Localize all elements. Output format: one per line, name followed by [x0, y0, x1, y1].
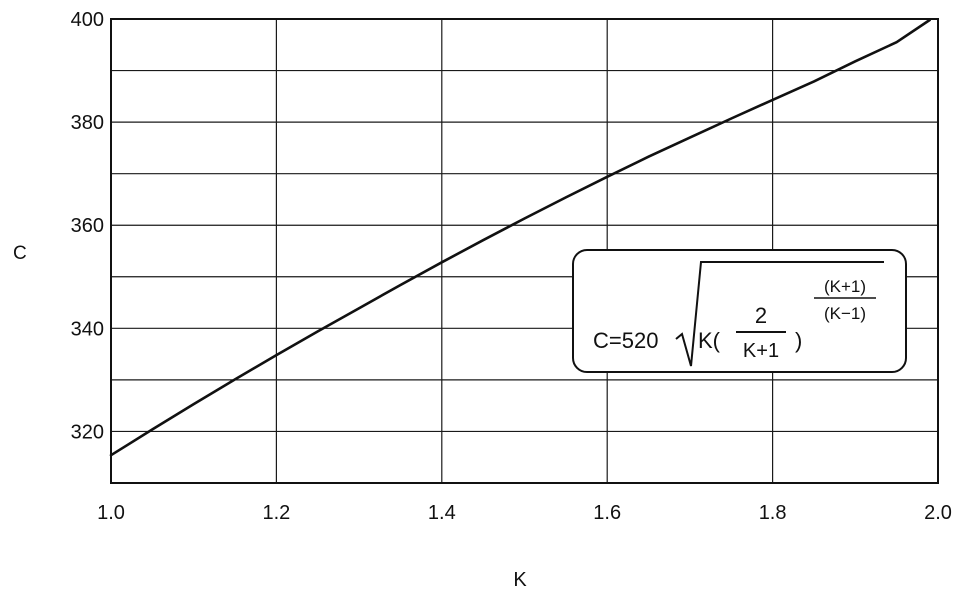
x-tick-label: 2.0: [924, 502, 952, 524]
formula-lhs: C=520: [593, 328, 658, 353]
formula-box: C=520 K( 2 K+1 ) (K+1) (K−1): [572, 249, 907, 373]
x-tick-label: 1.4: [428, 502, 456, 524]
x-axis-label: K: [513, 569, 527, 591]
formula-lead: K(: [698, 328, 721, 353]
formula-fraction-denominator: K+1: [743, 340, 779, 362]
y-tick-label: 400: [71, 9, 104, 31]
plot-frame: [110, 18, 939, 484]
x-tick-label: 1.6: [593, 502, 621, 524]
y-tick-label: 360: [71, 215, 104, 237]
formula-exponent-denominator: (K−1): [824, 304, 866, 323]
y-tick-label: 340: [71, 318, 104, 340]
y-tick-label: 320: [71, 421, 104, 443]
formula-box-border: [572, 249, 907, 373]
x-tick-label: 1.8: [759, 502, 787, 524]
tick-label-layer: 1.0 1.2 1.4 1.6 1.8 2.0 320 340 360 380 400: [71, 9, 952, 524]
formula-close-paren: ): [795, 328, 802, 353]
curve-layer: [109, 18, 932, 457]
x-tick-label: 1.0: [97, 502, 125, 524]
radical-sign: [675, 261, 884, 367]
x-tick-label: 1.2: [262, 502, 290, 524]
y-tick-label: 380: [71, 112, 104, 134]
series-line: [109, 18, 932, 457]
formula-exponent-numerator: (K+1): [824, 277, 866, 296]
y-axis-label: C: [13, 243, 27, 264]
formula-fraction-numerator: 2: [755, 303, 767, 328]
